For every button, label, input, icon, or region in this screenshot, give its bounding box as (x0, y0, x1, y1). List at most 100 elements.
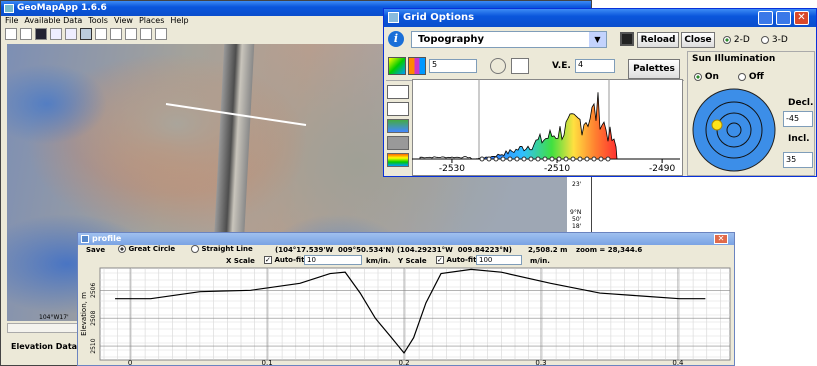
menu-item[interactable]: Available Data (24, 16, 83, 25)
y-scale-label: Y Scale (398, 257, 427, 265)
ve-input[interactable]: 4 (575, 59, 615, 73)
minimize-button[interactable] (758, 11, 773, 25)
y-scale-input[interactable]: 100 (476, 255, 522, 265)
path-label: Straight Line (201, 245, 253, 253)
histogram-node (584, 156, 590, 162)
histogram-node (535, 156, 541, 162)
tool-button[interactable] (65, 28, 77, 40)
histogram-icon[interactable] (408, 57, 426, 75)
palettes-button[interactable]: Palettes (628, 59, 680, 79)
map-label: 18' (572, 223, 582, 230)
save-button[interactable]: Save (86, 246, 106, 254)
side-tool[interactable] (387, 153, 409, 167)
title-bar (384, 9, 816, 27)
menu-item[interactable]: Help (170, 16, 189, 25)
y-auto-fit[interactable]: ✓ Auto-fit (436, 256, 477, 264)
menu-item[interactable]: Places (138, 16, 165, 25)
reload-button[interactable]: Reload (637, 32, 679, 48)
path-option[interactable]: Great Circle (118, 245, 175, 253)
side-tool[interactable] (387, 85, 409, 99)
profile-length: 2,508.2 m (528, 246, 568, 254)
grid-select[interactable] (411, 31, 607, 48)
tool-button[interactable] (95, 28, 107, 40)
histogram-fill (472, 92, 617, 159)
y-tick-label: 2510 (90, 338, 97, 353)
histogram-node (591, 156, 597, 162)
menu-item[interactable]: Tools (88, 16, 108, 25)
menu-item[interactable]: View (113, 16, 133, 25)
path-option[interactable]: Straight Line (191, 245, 253, 253)
tool-button[interactable] (20, 28, 32, 40)
histogram-node (605, 156, 611, 162)
sun-label: Off (748, 72, 764, 82)
close-button[interactable]: ✕ (794, 11, 809, 25)
map-label: 23' (572, 181, 582, 188)
app-icon (388, 12, 399, 23)
sun-option[interactable]: On (694, 72, 719, 82)
palette-side-tools (387, 85, 409, 175)
maximize-button[interactable] (776, 11, 791, 25)
scrollbar[interactable] (7, 323, 79, 333)
grid-name: Topography (418, 34, 485, 45)
histogram-outline (419, 92, 618, 160)
tool-button[interactable] (110, 28, 122, 40)
tool-button[interactable] (155, 28, 167, 40)
y-unit: m/in. (530, 257, 550, 265)
coordinates: (104°17.539'W 009°50.534'N) (104.29231°W… (275, 246, 512, 254)
map-label: 50' (572, 216, 582, 223)
incl-label: Incl. (788, 134, 810, 144)
profile-chart: Elevation, m 0 0.1 0.2 0.3 0.4 2506 2508 2510 (80, 267, 731, 366)
contour-icon[interactable] (490, 58, 506, 74)
histogram-node (577, 156, 583, 162)
side-tool[interactable] (387, 136, 409, 150)
track-line (165, 103, 307, 126)
view-option[interactable]: 3-D (761, 35, 788, 45)
tool-button[interactable] (35, 28, 47, 40)
x-tick-label: 0.3 (535, 359, 546, 366)
tool-button[interactable] (80, 28, 92, 40)
x-tick-label: -2510 (544, 164, 570, 174)
histogram-node (556, 156, 562, 162)
plot-area (99, 267, 731, 361)
menu-item[interactable]: File (5, 16, 19, 25)
save-icon[interactable] (620, 32, 634, 46)
dropdown-arrow[interactable]: ▼ (589, 32, 606, 47)
x-unit: km/in. (366, 257, 391, 265)
incl-input[interactable]: 35 (783, 152, 813, 168)
sun-panel (687, 51, 815, 176)
window-title: Grid Options (403, 12, 475, 23)
tool-button[interactable] (5, 28, 17, 40)
x-auto-fit[interactable]: ✓ Auto-fit (264, 256, 305, 264)
histogram-node (570, 156, 576, 162)
histogram-node (486, 156, 492, 162)
side-tool[interactable] (387, 119, 409, 133)
histogram-node (528, 156, 534, 162)
view-option[interactable]: 2-D (723, 35, 750, 45)
histogram-node (521, 156, 527, 162)
decl-input[interactable]: -45 (783, 111, 813, 127)
close-button[interactable]: ✕ (714, 234, 728, 244)
tool-button[interactable] (140, 28, 152, 40)
x-tick-label: 0.2 (398, 359, 409, 366)
contour-input[interactable]: 5 (429, 59, 477, 73)
scale-icon[interactable] (511, 58, 529, 74)
sun-dial[interactable] (690, 87, 778, 173)
map-label: 104°W17' (39, 314, 69, 321)
y-axis-title: Elevation, m (80, 292, 88, 336)
sun-title: Sun Illumination (692, 54, 776, 64)
window-title: profile (92, 234, 122, 243)
status-text: Elevation Data (11, 342, 78, 351)
sun-label: On (704, 72, 719, 82)
histogram-node (479, 156, 485, 162)
decl-label: Decl. (788, 98, 814, 108)
close-text-button[interactable]: Close (681, 32, 715, 48)
tool-button[interactable] (125, 28, 137, 40)
tool-button[interactable] (50, 28, 62, 40)
info-icon[interactable]: i (388, 31, 404, 47)
side-tool[interactable] (387, 102, 409, 116)
palette-icon[interactable] (388, 57, 406, 75)
sun-option[interactable]: Off (738, 72, 764, 82)
view-label: 3-D (771, 35, 788, 45)
histogram-node (507, 156, 513, 162)
x-scale-input[interactable]: 10 (304, 255, 362, 265)
